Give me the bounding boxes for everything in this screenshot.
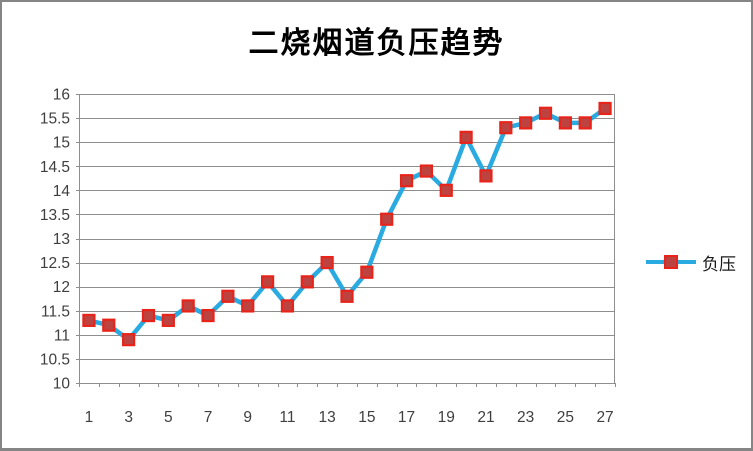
x-tick-label: 25	[557, 409, 574, 426]
legend-series-glyph	[646, 255, 696, 269]
x-axis-labels: 1 3 5 7 9 11 13 15 17 19 21 23 25 27	[85, 409, 614, 426]
data-point-marker	[439, 183, 453, 197]
series-line	[86, 106, 608, 342]
x-tick-label: 7	[204, 409, 213, 426]
data-point-marker	[380, 212, 394, 226]
x-tick-label: 9	[243, 409, 252, 426]
data-point-marker	[141, 308, 156, 323]
y-tick-label: 10	[53, 376, 71, 393]
data-point-marker	[519, 116, 533, 130]
axes	[76, 94, 616, 387]
y-tick-label: 13	[53, 231, 70, 248]
data-point-marker	[102, 318, 116, 332]
series-markers	[82, 101, 612, 347]
x-tick-label: 15	[358, 409, 375, 426]
data-point-marker	[260, 275, 275, 289]
y-tick-label: 10.5	[40, 351, 70, 368]
x-tick-label: 23	[517, 409, 534, 426]
data-point-marker	[538, 106, 553, 120]
y-axis-labels: 16 15.5 15 14.5 14 13.5 13 12.5 12 11.5 11 10.5 10	[40, 87, 71, 393]
chart-title: 二烧烟道负压趋势	[248, 27, 505, 60]
data-point-marker	[499, 121, 513, 135]
x-tick-label: 21	[477, 409, 494, 426]
data-point-marker	[201, 308, 215, 323]
y-tick-label: 15.5	[40, 111, 70, 128]
data-point-marker	[122, 333, 136, 347]
data-point-marker	[399, 174, 414, 188]
x-tick-label: 5	[164, 409, 173, 426]
y-tick-label: 14.5	[40, 159, 70, 176]
data-point-marker	[320, 255, 334, 270]
y-tick-label: 12	[53, 279, 70, 296]
data-point-marker	[82, 313, 96, 327]
y-tick-label: 14	[53, 183, 71, 200]
data-point-marker	[300, 275, 314, 289]
legend-marker-icon	[664, 255, 678, 269]
legend[interactable]: 负压	[645, 251, 736, 274]
x-tick-label: 17	[398, 409, 415, 426]
data-point-marker	[598, 101, 612, 116]
x-tick-label: 3	[124, 409, 133, 426]
gridlines	[76, 94, 615, 384]
y-tick-label: 13.5	[40, 207, 70, 224]
x-tick-label: 11	[279, 409, 295, 426]
x-tick-label: 19	[438, 409, 455, 426]
y-tick-label: 12.5	[40, 255, 70, 272]
data-point-marker	[419, 164, 434, 178]
data-point-marker	[161, 313, 175, 327]
x-tick-label: 13	[319, 409, 336, 426]
data-point-marker	[221, 289, 235, 303]
y-tick-label: 15	[53, 135, 70, 152]
data-point-marker	[241, 299, 255, 313]
data-point-marker	[280, 299, 295, 313]
x-tick-label: 27	[596, 409, 613, 426]
y-tick-label: 11.5	[41, 303, 70, 320]
data-point-marker	[479, 169, 493, 183]
data-point-marker	[578, 116, 592, 130]
legend-series-label: 负压	[702, 254, 736, 274]
x-tick-label: 1	[85, 409, 94, 426]
data-point-marker	[558, 116, 572, 130]
data-point-marker	[181, 299, 195, 313]
y-tick-label: 11	[54, 327, 70, 344]
data-point-marker	[340, 289, 354, 303]
data-point-marker	[360, 265, 374, 279]
y-tick-label: 16	[53, 87, 70, 104]
data-point-marker	[459, 130, 473, 144]
